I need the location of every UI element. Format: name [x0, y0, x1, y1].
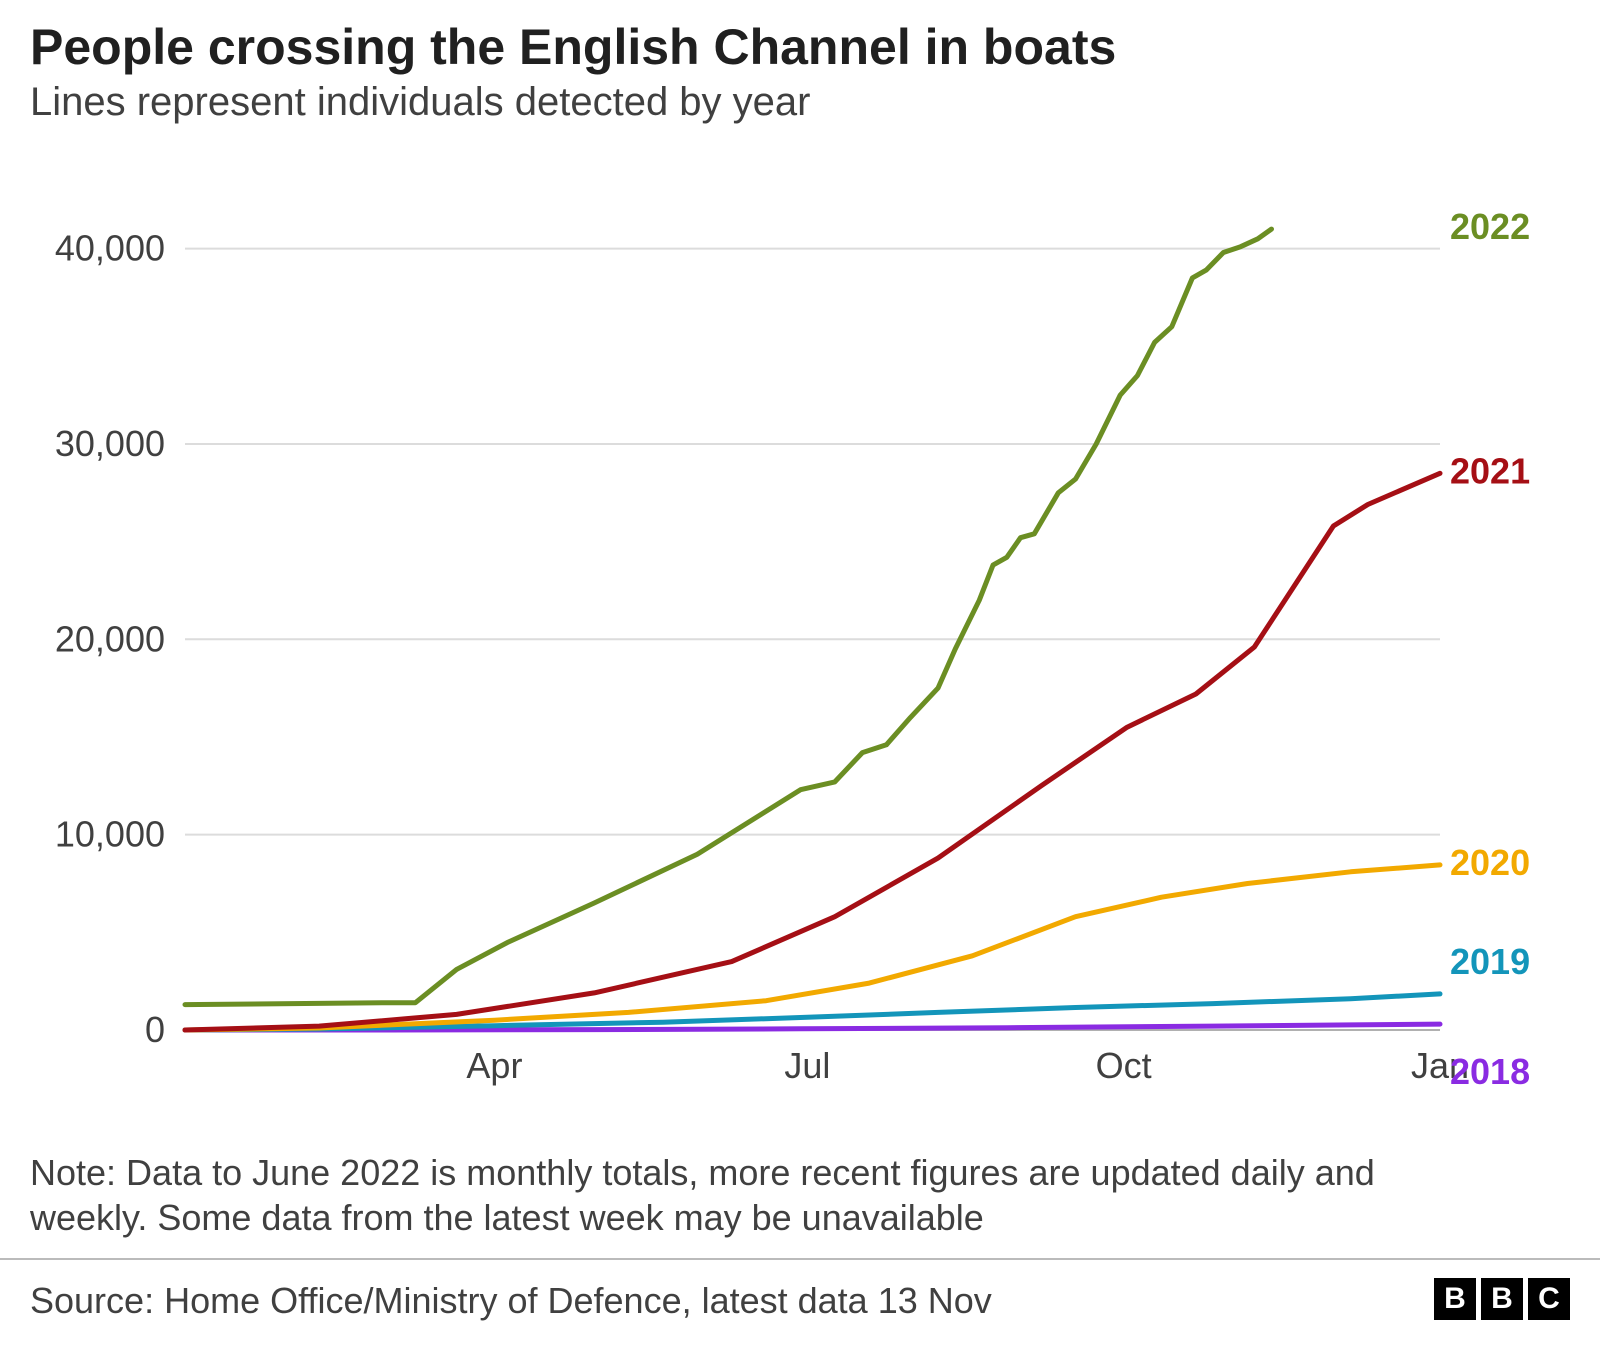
- footer-divider: [0, 1258, 1600, 1260]
- bbc-logo: B B C: [1434, 1278, 1570, 1320]
- series-line-2022: [185, 229, 1272, 1005]
- chart-series: [185, 229, 1440, 1030]
- bbc-logo-letter: B: [1481, 1278, 1523, 1320]
- chart-subtitle: Lines represent individuals detected by …: [30, 80, 810, 125]
- y-tick-label: 40,000: [55, 228, 165, 269]
- series-label-2022: 2022: [1450, 206, 1530, 247]
- y-tick-label: 20,000: [55, 618, 165, 659]
- series-label-2021: 2021: [1450, 450, 1530, 491]
- line-chart-plot: 010,00020,00030,00040,000 AprJulOctJan 2…: [0, 150, 1600, 1110]
- series-label-2020: 2020: [1450, 842, 1530, 883]
- bbc-logo-letter: C: [1528, 1278, 1570, 1320]
- y-tick-label: 30,000: [55, 423, 165, 464]
- series-line-2021: [185, 473, 1440, 1030]
- x-tick-label: Jul: [784, 1045, 830, 1086]
- gridlines: [185, 249, 1440, 1030]
- series-labels: 2018 2019 2020 2021 2022: [1450, 206, 1530, 1092]
- chart-container: People crossing the English Channel in b…: [0, 0, 1600, 1350]
- y-tick-label: 0: [145, 1009, 165, 1050]
- series-label-2019: 2019: [1450, 941, 1530, 982]
- chart-note: Note: Data to June 2022 is monthly total…: [30, 1150, 1450, 1240]
- series-label-2018: 2018: [1450, 1051, 1530, 1092]
- y-axis-ticks: 0 10,000 20,000 30,000 40,000: [55, 228, 165, 1050]
- y-tick-label: 10,000: [55, 814, 165, 855]
- chart-title: People crossing the English Channel in b…: [30, 18, 1116, 76]
- x-tick-label: Apr: [466, 1045, 522, 1086]
- x-tick-label: Oct: [1096, 1045, 1152, 1086]
- x-axis-ticks: AprJulOctJan: [466, 1045, 1469, 1086]
- chart-source: Source: Home Office/Ministry of Defence,…: [30, 1280, 992, 1322]
- bbc-logo-letter: B: [1434, 1278, 1476, 1320]
